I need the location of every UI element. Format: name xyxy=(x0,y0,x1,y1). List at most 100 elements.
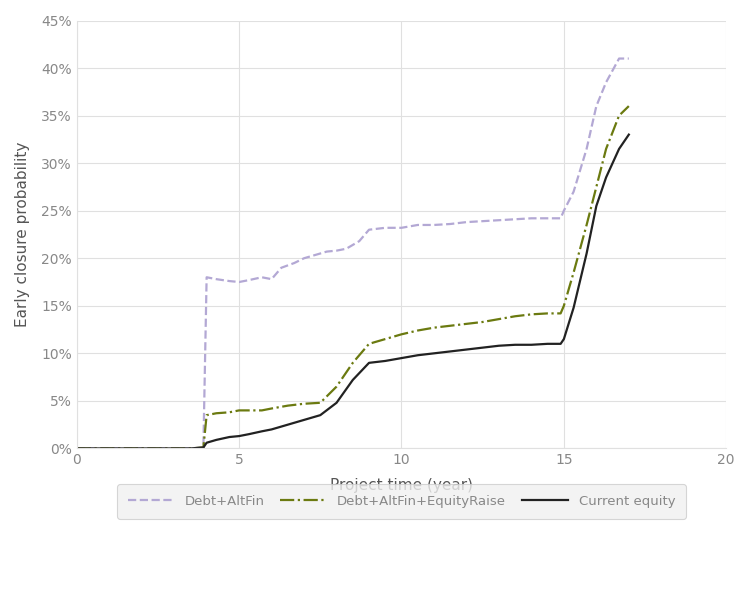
Debt+AltFin+EquityRaise xyxy=(170,445,178,452)
Debt+AltFin xyxy=(299,254,308,262)
Debt+AltFin+EquityRaise xyxy=(462,320,471,328)
Debt+AltFin xyxy=(332,247,341,254)
Debt+AltFin xyxy=(543,215,552,222)
Current equity xyxy=(88,445,98,452)
Debt+AltFin+EquityRaise xyxy=(582,221,591,229)
Current equity xyxy=(511,341,520,349)
Current equity xyxy=(211,436,220,443)
Debt+AltFin xyxy=(446,220,454,227)
Debt+AltFin xyxy=(105,445,114,452)
Current equity xyxy=(199,444,208,451)
Debt+AltFin xyxy=(290,259,298,266)
Debt+AltFin+EquityRaise xyxy=(88,445,98,452)
Debt+AltFin xyxy=(309,252,318,259)
Debt+AltFin+EquityRaise xyxy=(72,445,81,452)
Debt+AltFin+EquityRaise xyxy=(614,112,623,119)
Legend: Debt+AltFin, Debt+AltFin+EquityRaise, Current equity: Debt+AltFin, Debt+AltFin+EquityRaise, Cu… xyxy=(117,484,686,519)
Debt+AltFin xyxy=(592,103,601,110)
Debt+AltFin xyxy=(267,275,276,283)
Debt+AltFin xyxy=(430,221,439,229)
Debt+AltFin+EquityRaise xyxy=(556,310,565,317)
Debt+AltFin xyxy=(556,215,565,222)
Debt+AltFin xyxy=(364,226,374,233)
Current equity xyxy=(284,421,292,428)
Line: Debt+AltFin: Debt+AltFin xyxy=(76,59,628,448)
Current equity xyxy=(462,346,471,353)
Debt+AltFin xyxy=(478,218,488,225)
Line: Current equity: Current equity xyxy=(76,134,628,448)
Debt+AltFin+EquityRaise xyxy=(543,310,552,317)
Debt+AltFin xyxy=(624,55,633,62)
Current equity xyxy=(543,340,552,347)
Debt+AltFin+EquityRaise xyxy=(602,145,610,152)
Debt+AltFin xyxy=(202,274,211,281)
Current equity xyxy=(494,342,503,349)
Current equity xyxy=(446,348,454,355)
Debt+AltFin+EquityRaise xyxy=(284,402,292,409)
Debt+AltFin+EquityRaise xyxy=(381,335,390,343)
Current equity xyxy=(556,340,565,347)
Debt+AltFin xyxy=(355,238,364,245)
Current equity xyxy=(602,174,610,181)
Debt+AltFin+EquityRaise xyxy=(511,313,520,320)
Debt+AltFin+EquityRaise xyxy=(154,445,163,452)
Current equity xyxy=(186,445,195,452)
Debt+AltFin+EquityRaise xyxy=(569,269,578,276)
Debt+AltFin xyxy=(257,274,266,281)
Current equity xyxy=(244,431,254,438)
Debt+AltFin+EquityRaise xyxy=(137,445,146,452)
Debt+AltFin+EquityRaise xyxy=(446,322,454,329)
Debt+AltFin xyxy=(381,224,390,232)
Debt+AltFin xyxy=(602,79,610,86)
Debt+AltFin xyxy=(170,445,178,452)
Debt+AltFin xyxy=(88,445,98,452)
Debt+AltFin xyxy=(277,264,286,271)
Debt+AltFin+EquityRaise xyxy=(364,340,374,347)
Debt+AltFin+EquityRaise xyxy=(332,383,341,390)
Debt+AltFin xyxy=(462,218,471,226)
Debt+AltFin+EquityRaise xyxy=(478,319,488,326)
Debt+AltFin+EquityRaise xyxy=(186,445,195,452)
Current equity xyxy=(225,433,234,440)
Debt+AltFin+EquityRaise xyxy=(527,311,536,318)
Debt+AltFin xyxy=(244,277,254,284)
Current equity xyxy=(257,428,266,435)
Debt+AltFin xyxy=(560,207,568,214)
Debt+AltFin+EquityRaise xyxy=(202,412,211,419)
Current equity xyxy=(348,376,357,383)
Current equity xyxy=(105,445,114,452)
Debt+AltFin xyxy=(199,444,208,451)
Current equity xyxy=(235,433,244,440)
Debt+AltFin xyxy=(322,248,332,255)
Debt+AltFin xyxy=(397,224,406,232)
Y-axis label: Early closure probability: Early closure probability xyxy=(15,142,30,327)
Current equity xyxy=(364,359,374,367)
Debt+AltFin+EquityRaise xyxy=(244,407,254,414)
Debt+AltFin xyxy=(511,215,520,223)
Current equity xyxy=(332,399,341,406)
Debt+AltFin+EquityRaise xyxy=(494,316,503,323)
Current equity xyxy=(170,445,178,452)
Debt+AltFin+EquityRaise xyxy=(560,302,568,310)
Debt+AltFin xyxy=(225,277,234,284)
Debt+AltFin+EquityRaise xyxy=(316,399,325,406)
Debt+AltFin xyxy=(569,188,578,195)
Debt+AltFin xyxy=(413,221,422,229)
Current equity xyxy=(527,341,536,349)
Debt+AltFin+EquityRaise xyxy=(257,407,266,414)
Debt+AltFin+EquityRaise xyxy=(225,409,234,416)
Current equity xyxy=(582,250,591,257)
Debt+AltFin+EquityRaise xyxy=(348,359,357,367)
Current equity xyxy=(413,352,422,359)
Debt+AltFin+EquityRaise xyxy=(267,405,276,412)
Debt+AltFin xyxy=(494,217,503,224)
Debt+AltFin xyxy=(72,445,81,452)
Debt+AltFin+EquityRaise xyxy=(624,103,633,110)
Current equity xyxy=(299,416,308,424)
X-axis label: Project time (year): Project time (year) xyxy=(330,478,473,493)
Current equity xyxy=(72,445,81,452)
Debt+AltFin xyxy=(154,445,163,452)
Current equity xyxy=(154,445,163,452)
Debt+AltFin+EquityRaise xyxy=(430,324,439,331)
Current equity xyxy=(430,350,439,357)
